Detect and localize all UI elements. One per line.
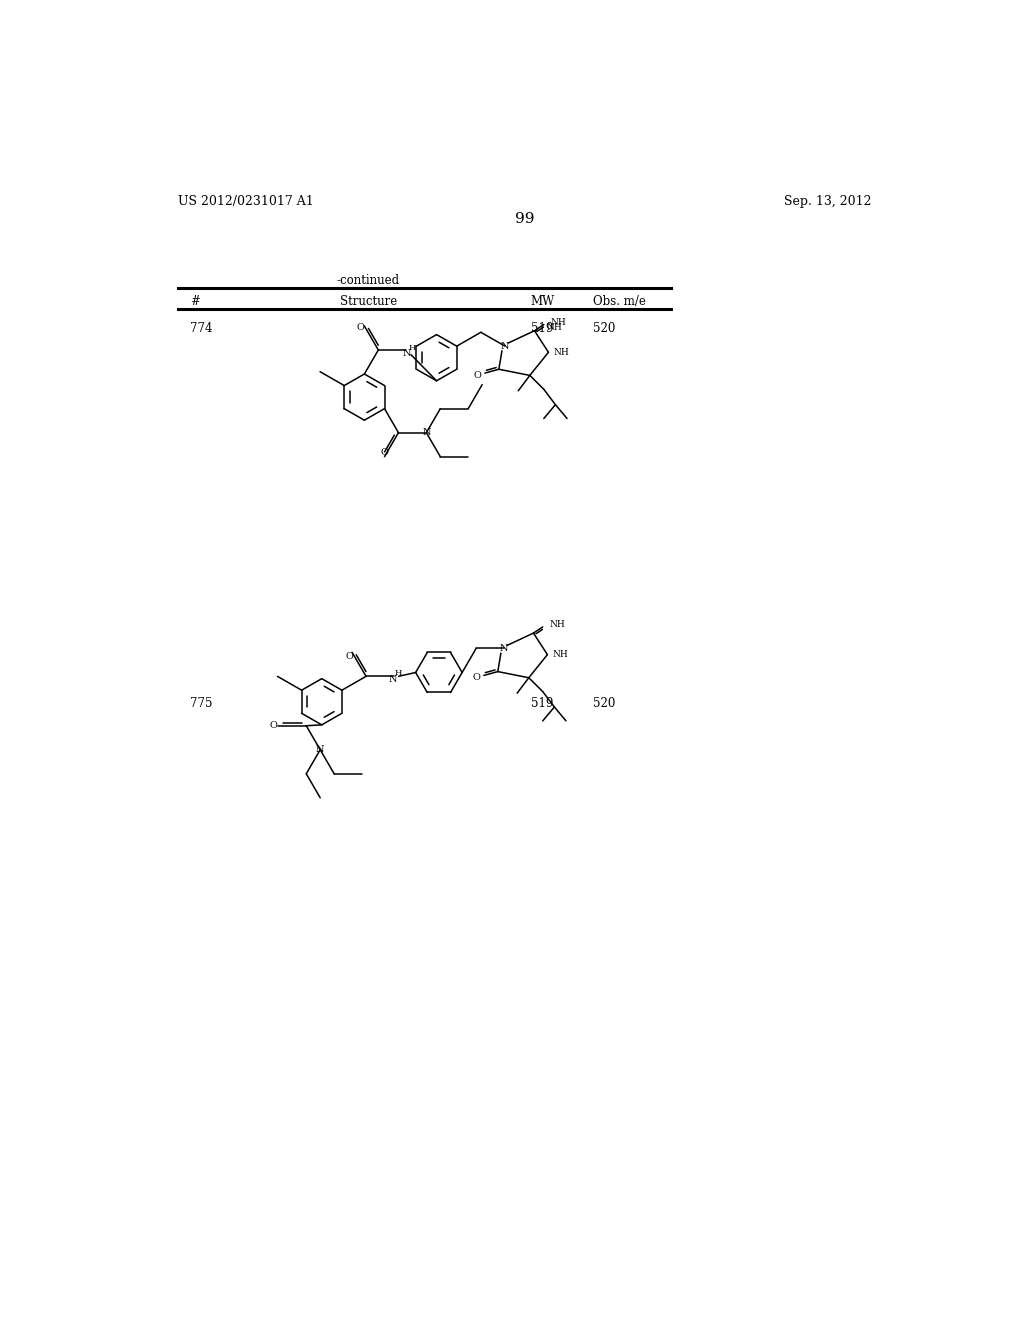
Text: MW: MW [530, 296, 555, 309]
Text: H: H [394, 669, 401, 677]
Text: O: O [473, 673, 481, 682]
Text: NH: NH [551, 318, 566, 327]
Text: NH: NH [550, 620, 565, 630]
Text: -continued: -continued [337, 275, 399, 286]
Text: NH: NH [552, 651, 567, 659]
Text: H: H [409, 343, 416, 351]
Text: NH: NH [553, 347, 569, 356]
Text: N: N [402, 348, 412, 358]
Text: Sep. 13, 2012: Sep. 13, 2012 [784, 195, 872, 209]
Text: N: N [388, 675, 396, 684]
Text: N: N [500, 644, 508, 653]
Text: 99: 99 [515, 213, 535, 226]
Text: O: O [381, 449, 388, 457]
Text: US 2012/0231017 A1: US 2012/0231017 A1 [178, 195, 314, 209]
Text: 519: 519 [531, 697, 554, 710]
Text: O: O [346, 652, 353, 661]
Text: O: O [356, 323, 365, 333]
Text: 520: 520 [594, 697, 615, 710]
Text: NH: NH [547, 323, 562, 333]
Text: Structure: Structure [340, 296, 397, 309]
Text: #: # [190, 296, 200, 309]
Text: N: N [422, 428, 431, 437]
Text: 519: 519 [531, 322, 554, 335]
Text: 520: 520 [594, 322, 615, 335]
Text: 774: 774 [190, 322, 213, 335]
Text: O: O [474, 371, 482, 380]
Text: N: N [316, 746, 325, 754]
Text: O: O [269, 721, 278, 730]
Text: 775: 775 [190, 697, 213, 710]
Text: Obs. m/e: Obs. m/e [593, 296, 646, 309]
Text: N: N [501, 342, 509, 351]
